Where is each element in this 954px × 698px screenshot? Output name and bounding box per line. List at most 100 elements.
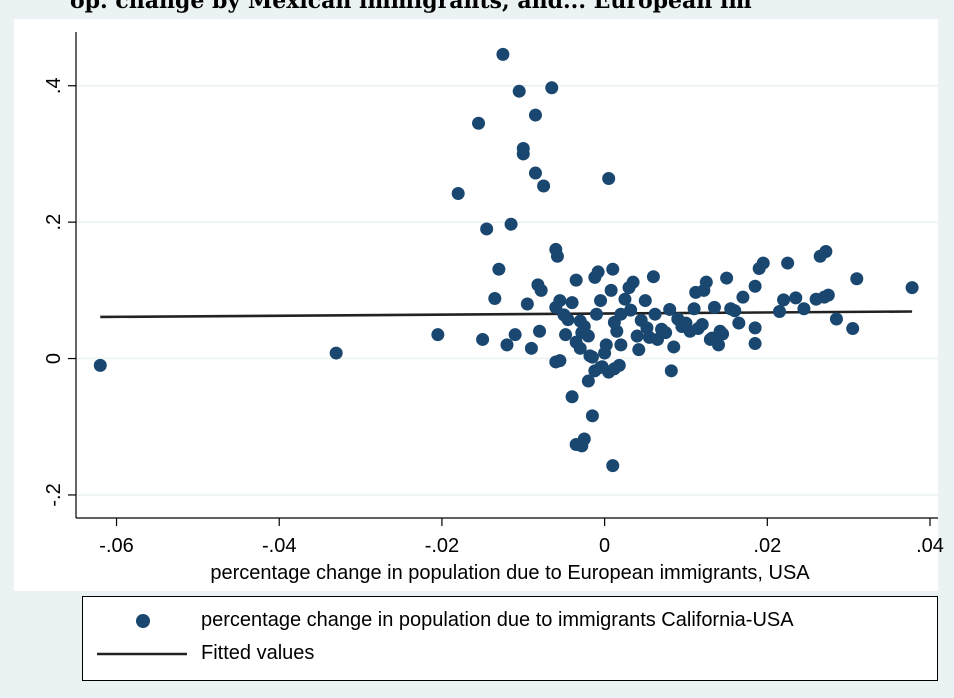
scatter-point (728, 304, 742, 318)
scatter-point (687, 302, 701, 316)
legend-dot-icon (136, 614, 150, 628)
scatter-point (480, 222, 494, 236)
scatter-point (528, 108, 542, 122)
scatter-point (638, 294, 652, 308)
scatter-point (500, 338, 514, 352)
scatter-point (520, 297, 534, 311)
legend-label-scatter: percentage change in population due to i… (201, 609, 794, 631)
x-tick-label: 0 (599, 535, 610, 557)
scatter-point (585, 350, 599, 364)
scatter-point (659, 326, 673, 340)
scatter-point (488, 292, 502, 306)
scatter-point (569, 273, 583, 287)
scatter-point (716, 327, 730, 341)
scatter-point (789, 291, 803, 305)
scatter-point (663, 302, 677, 316)
scatter-point (451, 186, 465, 200)
scatter-point (559, 328, 573, 342)
scatter-point (565, 390, 579, 404)
scatter-point (581, 374, 595, 388)
legend-item-scatter: percentage change in population due to i… (83, 607, 937, 637)
scatter-point (829, 312, 843, 326)
scatter-point (565, 296, 579, 310)
scatter-point (630, 329, 644, 343)
chart-title: op. change by Mexican immigrants, and...… (0, 0, 954, 14)
scatter-point (472, 116, 486, 130)
scatter-point (594, 294, 608, 308)
scatter-point (561, 313, 575, 327)
scatter-point (476, 332, 490, 346)
scatter-point (329, 346, 343, 360)
scatter-point (648, 307, 662, 321)
scatter-point (720, 271, 734, 285)
scatter-point (614, 338, 628, 352)
scatter-point (699, 275, 713, 289)
scatter-point (695, 317, 709, 331)
scatter-point (93, 358, 107, 372)
legend-label-fit: Fitted values (201, 642, 315, 664)
y-tick-label: 0 (43, 353, 65, 364)
scatter-point (512, 84, 526, 98)
scatter-point (528, 166, 542, 180)
scatter-point (533, 324, 547, 338)
chart-title-text: op. change by Mexican immigrants, and...… (70, 0, 752, 14)
axes: -.06 -.04 -.02 0 .02 .04 -.2 0 .2 .4 (43, 32, 944, 557)
scatter-point (602, 171, 616, 185)
x-axis-label: percentage change in population due to E… (210, 562, 810, 584)
scatter-point (577, 432, 591, 446)
scatter-point (773, 304, 787, 318)
scatter-point (712, 338, 725, 352)
scatter-point (748, 279, 762, 293)
scatter-point (604, 283, 618, 297)
legend-item-fit: Fitted values (83, 640, 937, 670)
scatter-point (553, 294, 567, 308)
scatter-point (496, 47, 510, 61)
scatter-point (573, 341, 587, 355)
scatter-point (819, 244, 833, 258)
scatter-point (732, 316, 746, 330)
scatter-point (431, 328, 445, 342)
x-tick-label: -.06 (99, 535, 133, 557)
scatter-point (550, 249, 564, 263)
scatter-points (93, 47, 919, 473)
scatter-point (545, 81, 559, 95)
y-tick-label: .4 (43, 77, 65, 94)
scatter-point (797, 302, 811, 316)
scatter-point (736, 290, 750, 304)
scatter-point (585, 409, 599, 423)
scatter-point (781, 256, 795, 270)
scatter-point (516, 141, 530, 155)
scatter-point (581, 329, 595, 343)
scatter-point (524, 341, 538, 355)
scatter-point (846, 322, 860, 336)
scatter-point (748, 321, 762, 335)
scatter-point (492, 262, 506, 276)
x-tick-label: -.04 (262, 535, 296, 557)
scatter-point (821, 288, 835, 302)
scatter-point (610, 324, 624, 338)
scatter-point (589, 307, 603, 321)
scatter-point (614, 307, 628, 321)
scatter-point (777, 293, 791, 307)
x-tick-label: .04 (916, 535, 944, 557)
scatter-point (707, 300, 721, 314)
scatter-point (850, 272, 864, 286)
scatter-point (612, 358, 626, 372)
scatter-point (748, 337, 762, 351)
scatter-point (756, 256, 770, 270)
scatter-point (606, 459, 620, 473)
scatter-point (632, 343, 646, 357)
y-tick-label: -.2 (43, 483, 65, 506)
x-tick-label: -.02 (425, 535, 459, 557)
scatter-point (626, 275, 640, 289)
scatter-point (553, 354, 567, 368)
x-tick-label: .02 (753, 535, 781, 557)
scatter-point (591, 265, 605, 279)
legend: percentage change in population due to i… (82, 596, 938, 681)
scatter-point (664, 364, 678, 378)
y-tick-label: .2 (43, 214, 65, 231)
scatter-point (624, 303, 638, 317)
scatter-point (534, 283, 548, 297)
